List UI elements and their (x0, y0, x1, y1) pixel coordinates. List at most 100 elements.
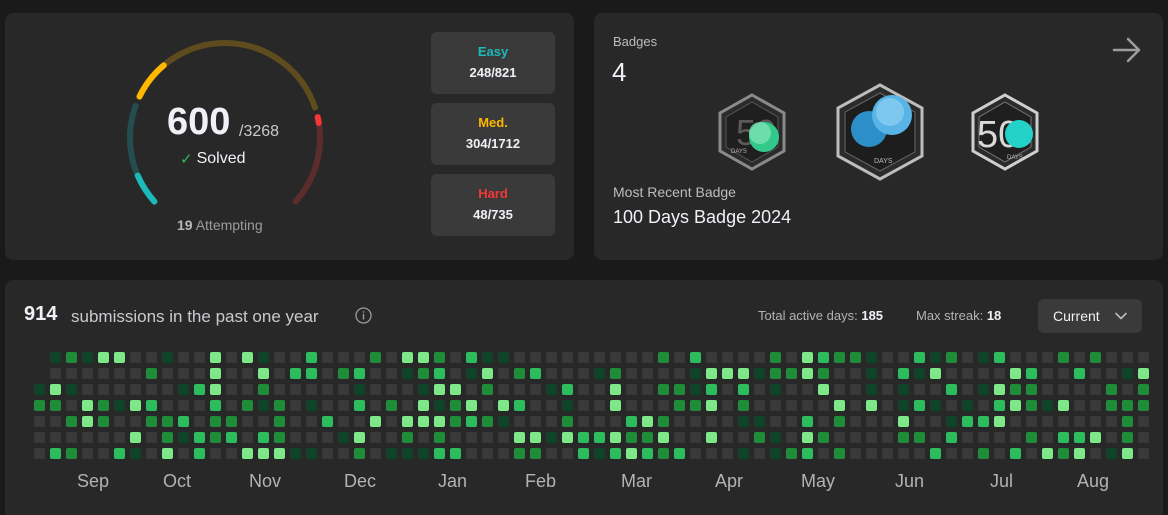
heatmap-day-cell[interactable] (914, 416, 925, 427)
heatmap-day-cell[interactable] (1122, 400, 1133, 411)
heatmap-day-cell[interactable] (146, 432, 157, 443)
heatmap-day-cell[interactable] (738, 448, 749, 459)
heatmap-day-cell[interactable] (770, 368, 781, 379)
heatmap-day-cell[interactable] (594, 448, 605, 459)
heatmap-day-cell[interactable] (994, 368, 1005, 379)
heatmap-day-cell[interactable] (1058, 416, 1069, 427)
heatmap-day-cell[interactable] (978, 368, 989, 379)
heatmap-day-cell[interactable] (354, 448, 365, 459)
heatmap-day-cell[interactable] (642, 416, 653, 427)
heatmap-day-cell[interactable] (754, 352, 765, 363)
heatmap-day-cell[interactable] (626, 432, 637, 443)
heatmap-day-cell[interactable] (306, 368, 317, 379)
heatmap-day-cell[interactable] (34, 416, 45, 427)
heatmap-day-cell[interactable] (450, 352, 461, 363)
heatmap-day-cell[interactable] (770, 448, 781, 459)
heatmap-day-cell[interactable] (738, 352, 749, 363)
heatmap-day-cell[interactable] (114, 384, 125, 395)
heatmap-day-cell[interactable] (130, 384, 141, 395)
heatmap-day-cell[interactable] (162, 400, 173, 411)
heatmap-day-cell[interactable] (642, 448, 653, 459)
heatmap-day-cell[interactable] (930, 368, 941, 379)
heatmap-day-cell[interactable] (1106, 352, 1117, 363)
heatmap-day-cell[interactable] (1106, 416, 1117, 427)
heatmap-day-cell[interactable] (114, 352, 125, 363)
heatmap-day-cell[interactable] (194, 384, 205, 395)
heatmap-day-cell[interactable] (354, 384, 365, 395)
heatmap-day-cell[interactable] (914, 368, 925, 379)
heatmap-day-cell[interactable] (274, 416, 285, 427)
heatmap-day-cell[interactable] (962, 400, 973, 411)
heatmap-day-cell[interactable] (50, 368, 61, 379)
info-icon[interactable] (355, 307, 372, 324)
heatmap-day-cell[interactable] (130, 448, 141, 459)
heatmap-day-cell[interactable] (450, 416, 461, 427)
heatmap-day-cell[interactable] (850, 384, 861, 395)
heatmap-day-cell[interactable] (706, 368, 717, 379)
heatmap-day-cell[interactable] (402, 384, 413, 395)
heatmap-day-cell[interactable] (722, 384, 733, 395)
heatmap-day-cell[interactable] (1122, 368, 1133, 379)
heatmap-day-cell[interactable] (610, 416, 621, 427)
heatmap-day-cell[interactable] (786, 448, 797, 459)
heatmap-day-cell[interactable] (658, 368, 669, 379)
heatmap-day-cell[interactable] (386, 384, 397, 395)
heatmap-day-cell[interactable] (290, 368, 301, 379)
heatmap-day-cell[interactable] (98, 432, 109, 443)
heatmap-day-cell[interactable] (226, 352, 237, 363)
heatmap-day-cell[interactable] (946, 448, 957, 459)
heatmap-day-cell[interactable] (498, 352, 509, 363)
heatmap-day-cell[interactable] (498, 448, 509, 459)
heatmap-day-cell[interactable] (34, 384, 45, 395)
heatmap-day-cell[interactable] (322, 416, 333, 427)
heatmap-day-cell[interactable] (514, 384, 525, 395)
heatmap-day-cell[interactable] (1138, 416, 1149, 427)
heatmap-day-cell[interactable] (946, 368, 957, 379)
heatmap-day-cell[interactable] (642, 400, 653, 411)
heatmap-day-cell[interactable] (450, 448, 461, 459)
heatmap-day-cell[interactable] (690, 432, 701, 443)
heatmap-day-cell[interactable] (274, 368, 285, 379)
heatmap-day-cell[interactable] (930, 432, 941, 443)
heatmap-day-cell[interactable] (562, 432, 573, 443)
heatmap-day-cell[interactable] (722, 352, 733, 363)
heatmap-day-cell[interactable] (386, 432, 397, 443)
heatmap-day-cell[interactable] (898, 448, 909, 459)
heatmap-day-cell[interactable] (1010, 448, 1021, 459)
heatmap-day-cell[interactable] (274, 384, 285, 395)
heatmap-day-cell[interactable] (338, 432, 349, 443)
heatmap-day-cell[interactable] (338, 352, 349, 363)
heatmap-day-cell[interactable] (1090, 400, 1101, 411)
heatmap-day-cell[interactable] (370, 448, 381, 459)
heatmap-day-cell[interactable] (434, 352, 445, 363)
heatmap-day-cell[interactable] (946, 432, 957, 443)
badge-100-days-icon[interactable]: DAYS (834, 83, 926, 183)
heatmap-day-cell[interactable] (546, 352, 557, 363)
heatmap-day-cell[interactable] (738, 368, 749, 379)
heatmap-day-cell[interactable] (802, 400, 813, 411)
heatmap-day-cell[interactable] (34, 432, 45, 443)
heatmap-day-cell[interactable] (498, 416, 509, 427)
heatmap-day-cell[interactable] (146, 352, 157, 363)
heatmap-day-cell[interactable] (818, 352, 829, 363)
heatmap-day-cell[interactable] (578, 448, 589, 459)
heatmap-day-cell[interactable] (242, 352, 253, 363)
heatmap-day-cell[interactable] (146, 368, 157, 379)
heatmap-day-cell[interactable] (898, 416, 909, 427)
heatmap-day-cell[interactable] (146, 384, 157, 395)
heatmap-day-cell[interactable] (210, 368, 221, 379)
heatmap-day-cell[interactable] (1010, 432, 1021, 443)
heatmap-day-cell[interactable] (994, 400, 1005, 411)
heatmap-day-cell[interactable] (434, 400, 445, 411)
heatmap-day-cell[interactable] (594, 400, 605, 411)
heatmap-day-cell[interactable] (1138, 368, 1149, 379)
heatmap-day-cell[interactable] (738, 416, 749, 427)
heatmap-day-cell[interactable] (258, 352, 269, 363)
heatmap-day-cell[interactable] (370, 368, 381, 379)
heatmap-day-cell[interactable] (722, 400, 733, 411)
heatmap-day-cell[interactable] (1010, 400, 1021, 411)
heatmap-day-cell[interactable] (226, 432, 237, 443)
heatmap-day-cell[interactable] (610, 384, 621, 395)
heatmap-day-cell[interactable] (882, 432, 893, 443)
heatmap-day-cell[interactable] (882, 416, 893, 427)
